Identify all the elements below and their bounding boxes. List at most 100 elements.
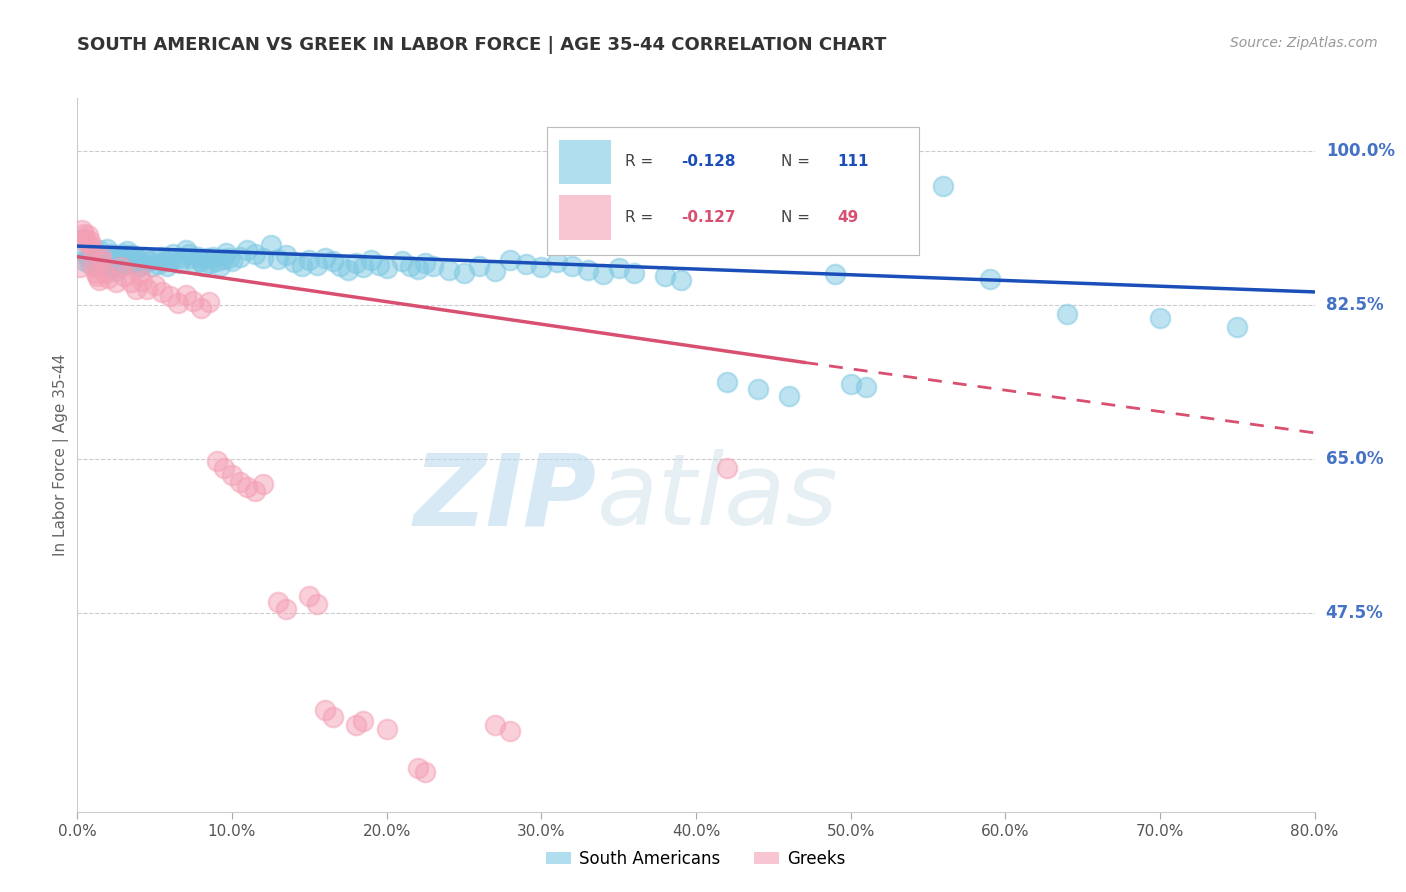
Point (118, 252, 141, 266)
Point (399, 259, 422, 273)
Point (218, 251, 240, 265)
Point (211, 252, 233, 267)
Point (190, 254, 212, 268)
Point (167, 295, 190, 310)
Point (183, 293, 205, 308)
Point (87, 243, 110, 257)
Point (322, 254, 344, 268)
Point (1149, 311, 1171, 326)
Point (91, 254, 114, 268)
Point (267, 252, 290, 267)
Point (190, 301, 212, 315)
Point (205, 454, 228, 468)
Text: 82.5%: 82.5% (1326, 296, 1384, 314)
Point (162, 247, 184, 261)
Point (77, 227, 100, 242)
Point (1056, 307, 1078, 321)
Point (84, 266, 107, 280)
Text: 100.0%: 100.0% (1326, 142, 1395, 160)
Point (90, 248, 111, 262)
Point (747, 382, 769, 396)
Point (83, 260, 105, 275)
Point (406, 262, 429, 277)
Point (245, 247, 267, 261)
Point (716, 375, 738, 389)
Legend: South Americans, Greeks: South Americans, Greeks (540, 844, 852, 875)
Point (128, 268, 150, 282)
Point (159, 289, 181, 303)
Point (193, 259, 215, 273)
Point (90, 250, 111, 264)
Point (187, 250, 209, 264)
Point (94, 266, 117, 280)
Point (932, 179, 955, 194)
Point (200, 256, 222, 270)
Point (344, 718, 367, 732)
Point (112, 269, 135, 284)
Text: Source: ZipAtlas.com: Source: ZipAtlas.com (1230, 36, 1378, 50)
Point (180, 252, 202, 266)
Point (260, 238, 283, 252)
Point (117, 248, 139, 262)
Text: ZIP: ZIP (413, 450, 598, 546)
Point (329, 259, 352, 273)
Point (1226, 320, 1249, 334)
Point (94, 255, 117, 269)
Point (134, 250, 156, 264)
Point (499, 253, 522, 268)
Point (87, 273, 110, 287)
Point (406, 761, 429, 775)
Point (228, 250, 252, 264)
Point (484, 718, 506, 732)
Point (979, 271, 1001, 285)
Point (146, 257, 169, 271)
Point (368, 258, 391, 272)
Point (298, 253, 321, 268)
Point (96, 242, 118, 256)
Point (138, 254, 160, 268)
Point (79, 257, 101, 271)
Point (111, 247, 134, 261)
Point (778, 389, 800, 403)
Point (83, 253, 105, 268)
Point (128, 253, 150, 268)
Point (298, 589, 321, 603)
Point (114, 254, 136, 268)
Point (530, 260, 553, 275)
Point (344, 256, 367, 270)
Point (195, 252, 218, 266)
Point (283, 255, 305, 269)
Point (75, 232, 96, 246)
Point (839, 376, 862, 391)
Point (337, 263, 360, 277)
Point (322, 709, 344, 723)
Point (391, 254, 413, 268)
Point (70, 223, 93, 237)
Point (152, 285, 174, 299)
Point (221, 254, 243, 268)
Point (107, 252, 129, 267)
Point (437, 263, 460, 277)
Point (576, 263, 599, 277)
Point (669, 273, 692, 287)
Point (124, 252, 146, 266)
Point (105, 264, 127, 278)
Point (125, 282, 148, 296)
Point (415, 256, 437, 270)
Point (177, 247, 200, 261)
Point (75, 254, 96, 268)
Point (468, 260, 491, 274)
Point (153, 254, 176, 268)
Point (97, 258, 120, 272)
Point (198, 294, 221, 309)
Point (91, 254, 114, 268)
Point (499, 723, 522, 738)
Point (252, 251, 274, 265)
Point (103, 260, 125, 274)
Point (131, 258, 153, 272)
Point (70, 232, 93, 246)
Point (267, 595, 290, 609)
Point (561, 260, 583, 274)
Point (184, 256, 207, 270)
Point (136, 282, 159, 296)
